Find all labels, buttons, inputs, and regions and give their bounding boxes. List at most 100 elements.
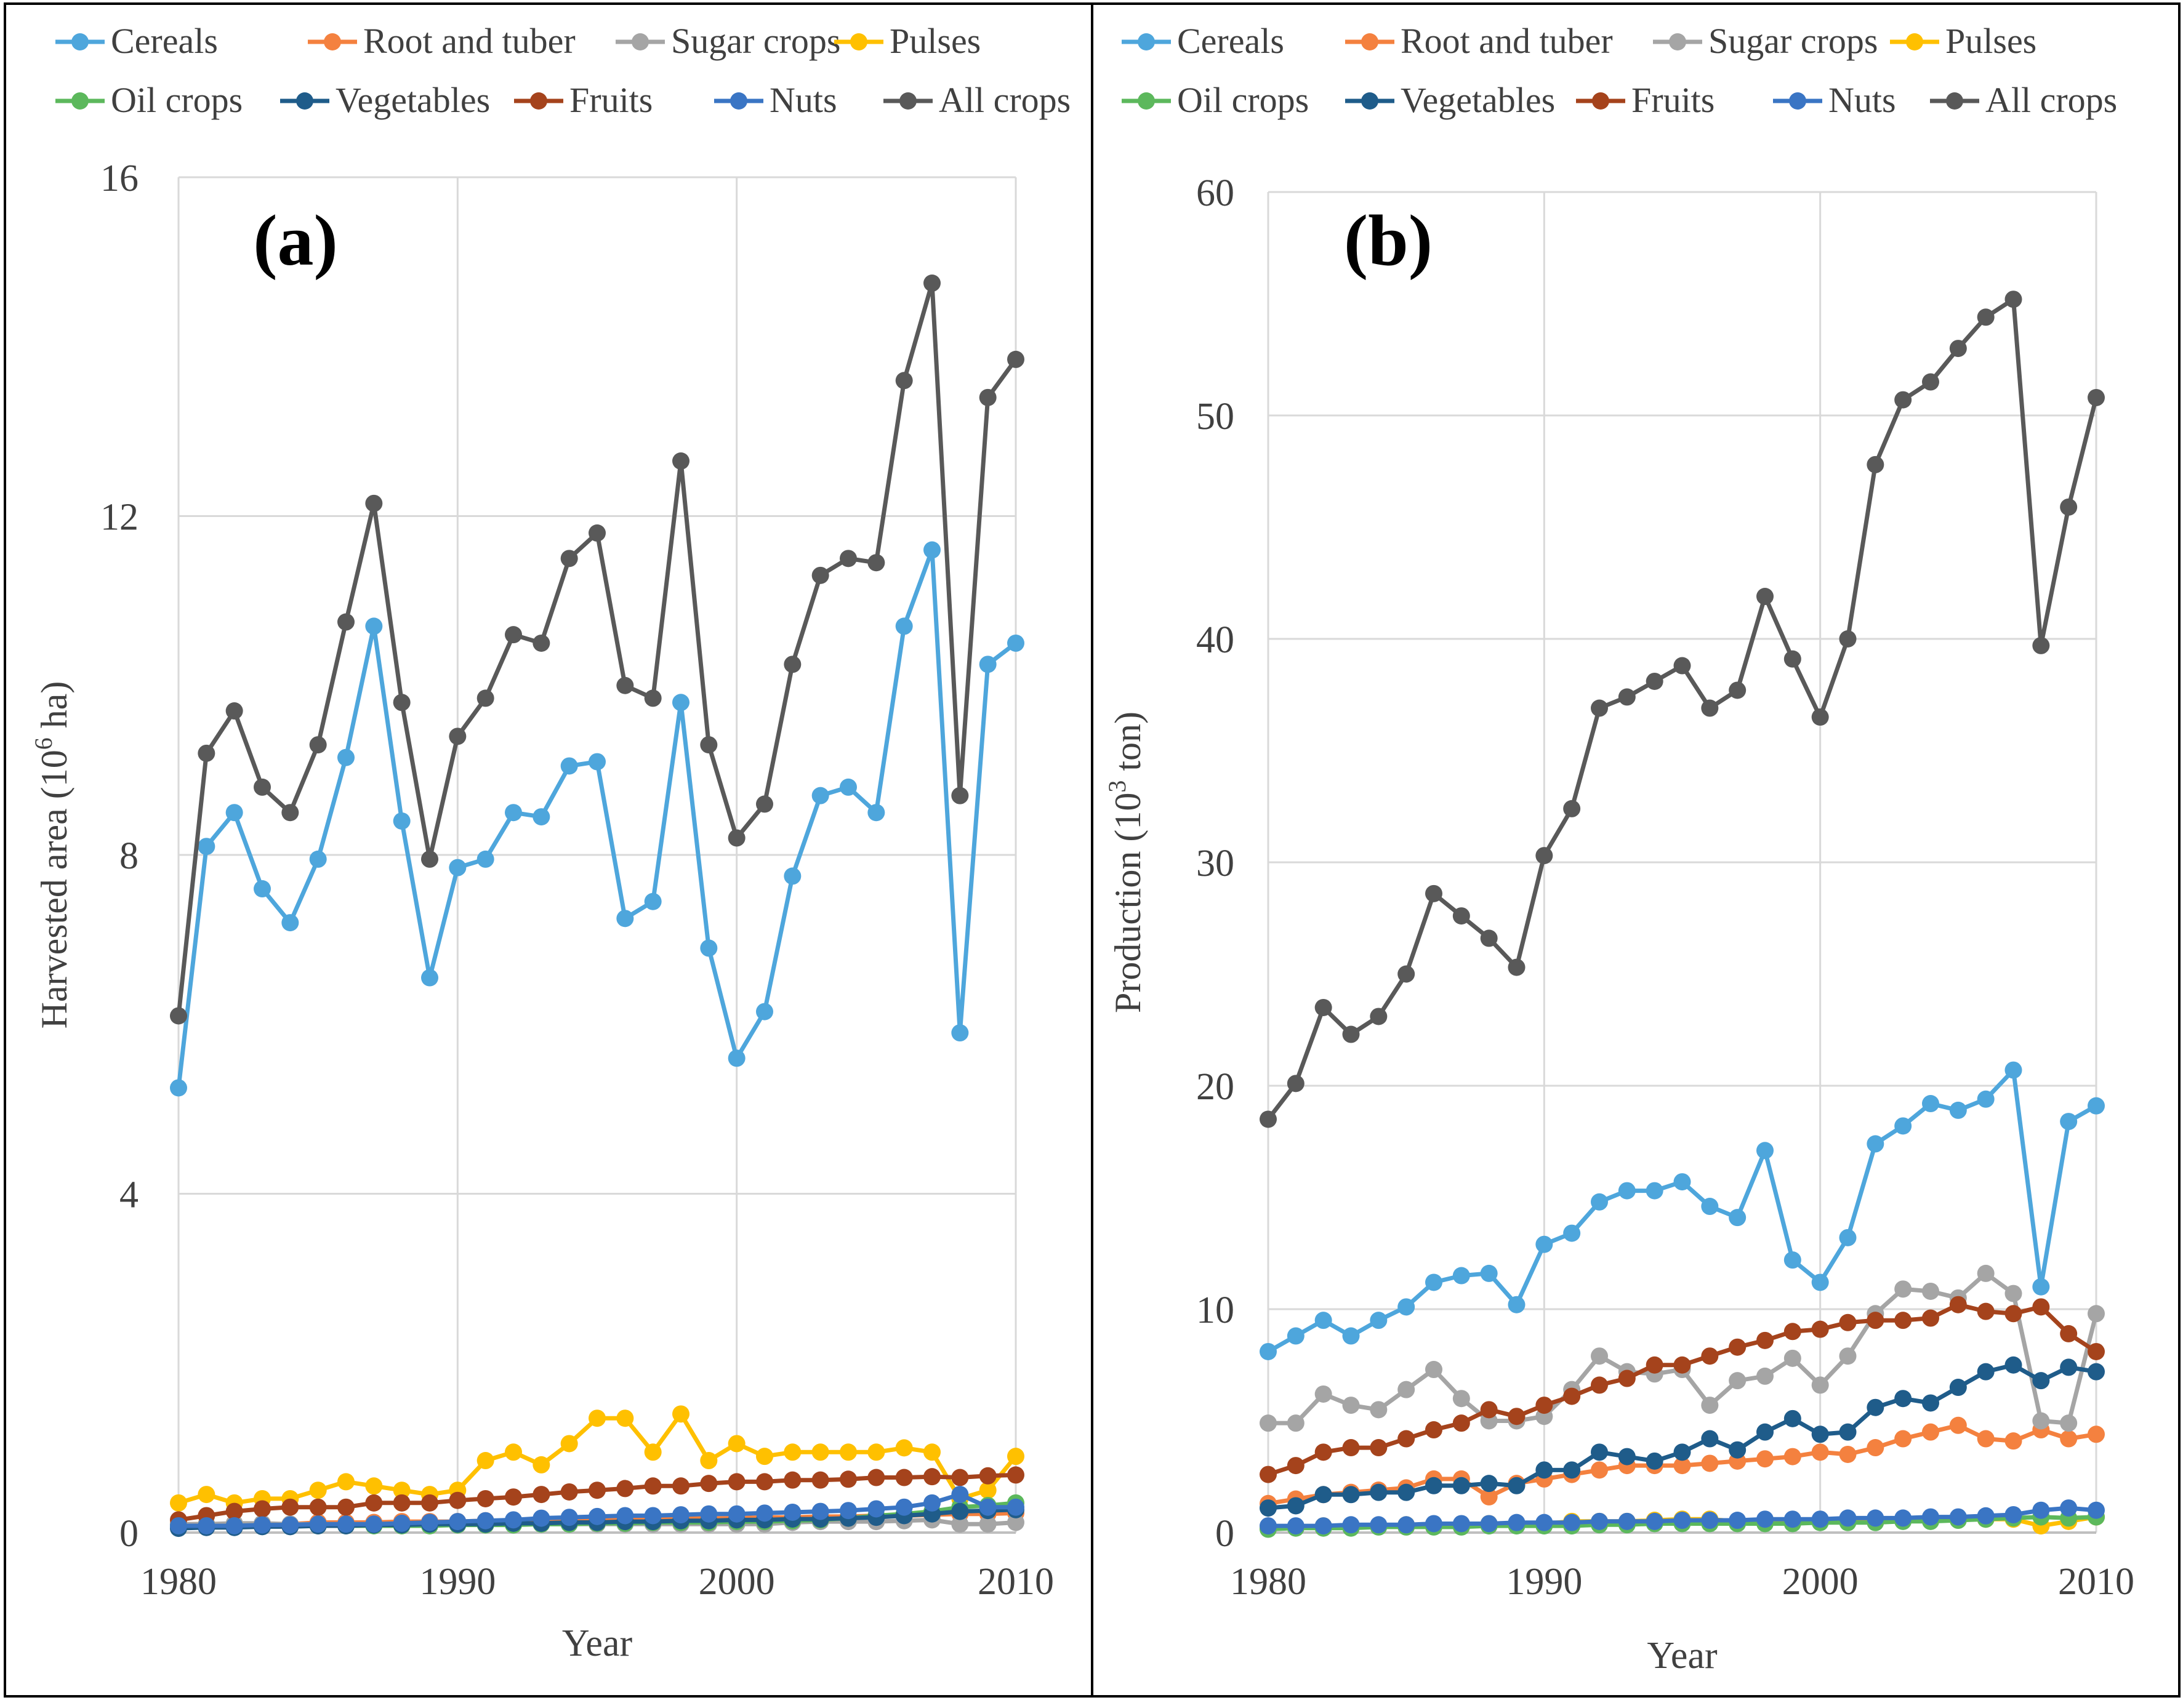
data-point [476,1489,494,1507]
legend-swatch-marker [324,33,341,50]
legend-swatch-marker [1592,92,1609,110]
data-point [1260,1517,1277,1535]
data-point [867,1469,885,1486]
data-point [1673,1457,1691,1475]
data-point [1949,1508,1967,1526]
data-point [1783,650,1801,668]
y-axis-title-sup: 3 [1103,780,1131,793]
x-tick-label: 2010 [978,1561,1054,1603]
data-point [309,850,327,868]
data-point [1922,1095,1939,1113]
data-point [281,804,299,822]
data-point [281,1498,299,1516]
data-point [1646,1356,1663,1374]
panel-label: (b) [1344,200,1433,281]
data-point [365,617,383,635]
data-point [1618,688,1636,706]
data-point [1591,1376,1608,1394]
data-point [616,1480,634,1498]
legend-label: Cereals [1177,21,1284,61]
data-point [867,1500,885,1518]
data-point [560,1435,578,1453]
data-point [1007,1466,1024,1484]
legend-label: Fruits [569,80,653,120]
legend-swatch-marker [296,92,313,110]
data-point [1949,1296,1967,1313]
data-point [1673,1173,1691,1191]
data-point [895,617,913,635]
legend-swatch-marker [1669,33,1686,50]
data-point [1839,1347,1857,1365]
data-point [1839,1445,1857,1463]
data-point [1314,998,1332,1016]
data-point [728,1435,746,1453]
data-point [1783,1251,1801,1269]
data-point [1007,1514,1024,1531]
data-point [1370,1516,1388,1534]
data-point [700,1475,718,1493]
data-point [1839,1229,1857,1246]
data-point [1591,699,1608,717]
data-point [170,1517,187,1534]
data-point [1342,1486,1360,1504]
y-axis-title-main: Production (10 [1108,793,1148,1013]
data-point [1949,1416,1967,1434]
data-point [784,1503,802,1521]
data-point [365,1494,383,1512]
data-point [951,1486,969,1504]
data-point [2088,1501,2105,1519]
data-point [1508,1408,1526,1425]
data-point [672,452,689,470]
data-point [1591,1512,1608,1530]
data-point [1480,1264,1498,1282]
data-point [309,736,327,754]
legend-label: Pulses [890,21,981,61]
data-point [254,778,271,796]
data-point [728,1473,746,1491]
data-point [1397,1381,1415,1398]
data-point [421,1494,438,1512]
series-pulses [170,1405,1024,1512]
y-tick-label: 10 [1196,1289,1234,1331]
data-point [1701,1512,1719,1530]
data-point [505,1511,522,1529]
legend-swatch-marker [1789,92,1806,110]
legend-label: All crops [939,80,1071,120]
data-point [616,910,634,928]
data-point [979,1481,997,1499]
data-point [2032,1372,2050,1390]
legend-label: Root and tuber [1401,21,1613,61]
data-point [1535,1235,1553,1253]
data-point [2060,498,2078,516]
data-point [1977,1090,1995,1108]
legend-swatch-marker [1361,92,1378,110]
data-point [421,1514,438,1531]
legend-label: Vegetables [1401,80,1555,120]
data-point [198,838,215,856]
data-point [951,1024,969,1042]
data-point [1729,1372,1747,1390]
data-point [1452,1390,1470,1408]
data-point [672,694,689,712]
data-point [784,867,802,885]
data-point [1701,1454,1719,1472]
data-point [1480,1515,1498,1533]
data-point [393,1494,411,1512]
data-point [1783,1409,1801,1427]
data-point [1922,1423,1939,1441]
legend-label: Nuts [770,80,837,120]
data-point [1287,1075,1305,1093]
data-point [1425,1477,1442,1494]
data-point [1452,1477,1470,1494]
data-point [1949,1101,1967,1119]
data-point [1480,929,1498,947]
data-point [616,676,634,694]
data-point [1007,634,1024,652]
data-point [923,541,941,559]
y-tick-label: 40 [1196,619,1234,661]
data-point [923,1494,941,1512]
data-point [1563,1387,1581,1405]
series-all-crops [1260,291,2105,1128]
data-point [672,1477,689,1495]
data-point [2032,1412,2050,1430]
